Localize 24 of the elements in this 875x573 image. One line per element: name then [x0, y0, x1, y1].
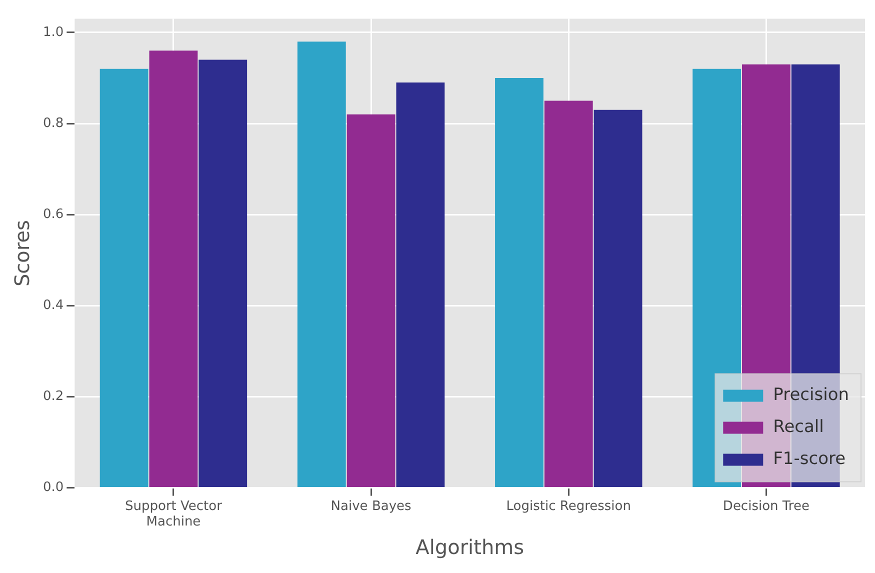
x-tick-label: Support Vector Machine [124, 498, 223, 530]
y-tick-label: 1.0 [42, 24, 64, 40]
bar [100, 68, 148, 488]
y-tick-label: 0.4 [42, 298, 64, 314]
y-tick-label: 0.2 [42, 389, 64, 404]
bar [396, 82, 445, 488]
x-tick-label: Naive Bayes [330, 498, 412, 514]
legend-label: F1-score [773, 449, 846, 470]
y-tick-label: 0.0 [42, 480, 64, 496]
y-axis-title: Scores [10, 220, 34, 287]
y-tick-label: 0.6 [42, 206, 64, 222]
legend-label: Precision [773, 385, 850, 406]
bar [495, 78, 544, 488]
bar [544, 100, 593, 488]
x-axis-title: Algorithms [416, 535, 524, 560]
y-tick-label: 0.8 [42, 116, 64, 131]
bar [346, 114, 396, 488]
bar [198, 60, 248, 488]
bar [149, 50, 198, 488]
bar [297, 42, 346, 488]
x-tick-label: Logistic Regression [506, 498, 631, 514]
x-tick-label: Decision Tree [722, 498, 810, 514]
legend-label: Recall [773, 417, 824, 438]
bar [594, 110, 642, 488]
